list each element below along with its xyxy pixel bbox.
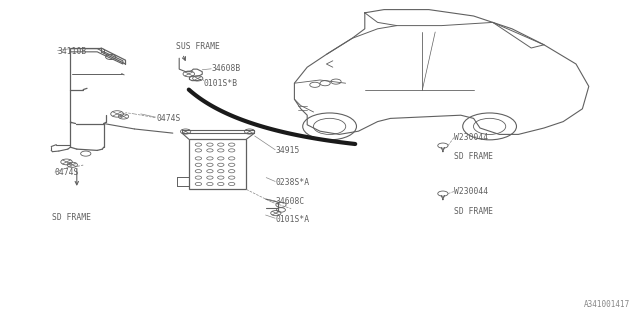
Text: SD FRAME: SD FRAME: [454, 152, 493, 161]
Text: W230044: W230044: [454, 188, 488, 196]
Bar: [189, 139, 246, 189]
Text: SD FRAME: SD FRAME: [52, 213, 92, 222]
Text: 34608C: 34608C: [275, 197, 305, 206]
Text: 0238S*A: 0238S*A: [275, 178, 309, 187]
Text: 0101S*A: 0101S*A: [275, 215, 309, 224]
Text: 0474S: 0474S: [157, 114, 181, 123]
Text: A341001417: A341001417: [584, 300, 630, 309]
Text: SD FRAME: SD FRAME: [454, 207, 493, 216]
Text: 0101S*B: 0101S*B: [204, 79, 237, 88]
Text: W230044: W230044: [454, 133, 488, 142]
Text: 34110B: 34110B: [58, 47, 87, 56]
Text: SUS FRAME: SUS FRAME: [176, 42, 220, 51]
Text: 34915: 34915: [275, 146, 300, 155]
Text: 34608B: 34608B: [211, 64, 241, 73]
Text: 0474S: 0474S: [54, 168, 79, 177]
